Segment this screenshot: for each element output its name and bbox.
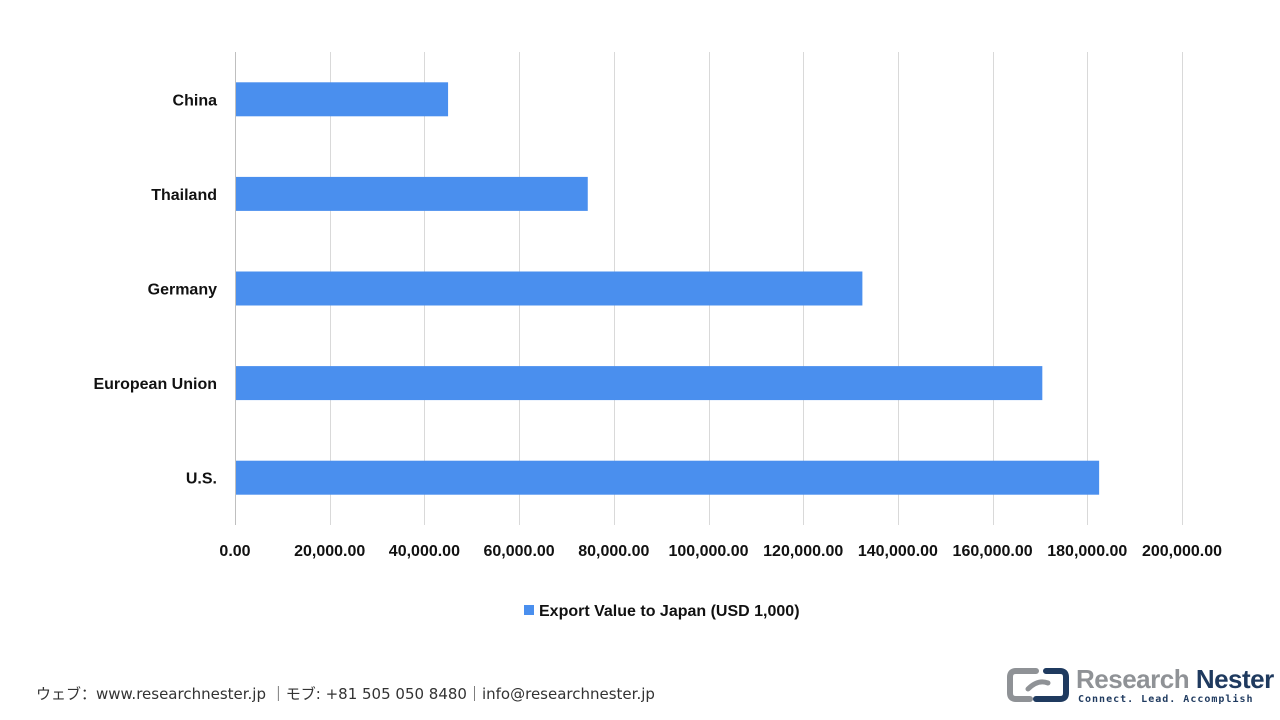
category-label: Thailand — [151, 187, 217, 204]
x-tick-label: 80,000.00 — [578, 543, 649, 560]
logo-wordmark: Research Nester — [1076, 664, 1274, 694]
x-tick-label: 200,000.00 — [1142, 543, 1222, 560]
category-labels: China Thailand Germany European Union U.S. — [93, 92, 217, 487]
bar-germany — [236, 271, 863, 306]
x-tick-label: 20,000.00 — [294, 543, 365, 560]
x-tick-label: 140,000.00 — [858, 543, 938, 560]
logo-word-nester: Nester — [1195, 664, 1274, 694]
bar-thailand — [236, 176, 588, 211]
category-label: China — [173, 92, 218, 109]
x-tick-label: 40,000.00 — [389, 543, 460, 560]
bars — [236, 82, 1100, 495]
category-label: Germany — [148, 282, 217, 299]
logo-tagline: Connect. Lead. Accomplish — [1078, 694, 1254, 705]
bar-u-s — [236, 460, 1100, 495]
footer-contact-info: ウェブ：www.researchnester.jp ｜モブ: +81 505 0… — [36, 685, 655, 703]
x-tick-label: 180,000.00 — [1047, 543, 1127, 560]
x-tick-label: 120,000.00 — [763, 543, 843, 560]
x-tick-label: 160,000.00 — [953, 543, 1033, 560]
bar-european-union — [236, 366, 1043, 401]
research-nester-logo: Research Nester Connect. Lead. Accomplis… — [1006, 664, 1274, 708]
x-tick-label: 0.00 — [219, 543, 250, 560]
bar-china — [236, 82, 449, 117]
legend-label: Export Value to Japan (USD 1,000) — [539, 603, 800, 620]
logo-word-research: Research — [1076, 664, 1190, 694]
x-tick-label: 60,000.00 — [484, 543, 555, 560]
legend-swatch — [524, 605, 534, 615]
x-tick-label: 100,000.00 — [668, 543, 748, 560]
category-label: European Union — [93, 376, 217, 393]
research-nester-logo-icon — [1007, 668, 1069, 702]
legend: Export Value to Japan (USD 1,000) — [524, 603, 800, 620]
x-tick-labels: 0.00 20,000.00 40,000.00 60,000.00 80,000.00… — [219, 543, 1222, 560]
category-label: U.S. — [186, 471, 217, 488]
